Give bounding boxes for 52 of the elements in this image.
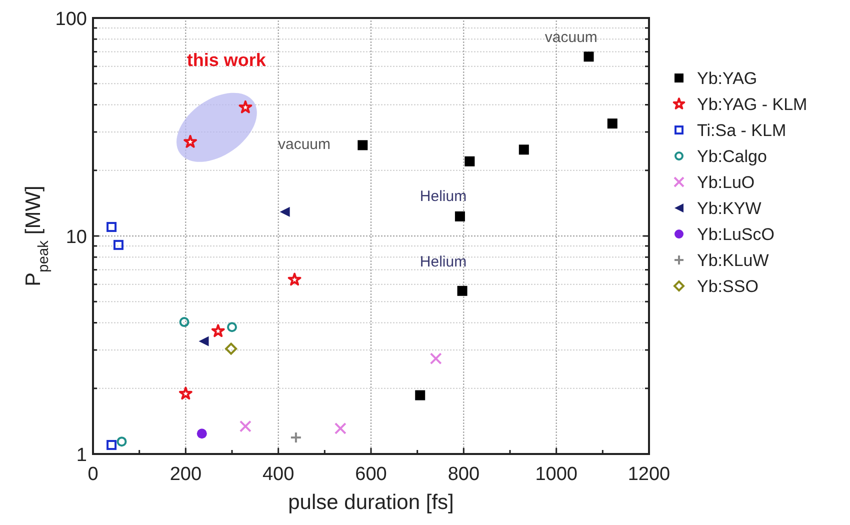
legend-label: Ti:Sa - KLM [697,121,786,140]
y-tick-label: 1 [76,445,87,466]
x-axis-title: pulse duration [fs] [288,491,454,514]
point [518,144,529,155]
annotation: Helium [420,254,467,271]
point [584,52,594,62]
point [184,134,198,148]
point [179,317,190,328]
y-tick-label: 100 [55,9,87,30]
point [238,100,252,114]
legend-label: Yb:YAG [697,69,758,88]
point [239,420,252,432]
legend-label: Yb:KYW [697,199,762,218]
point [334,422,346,434]
point [430,352,442,365]
legend-label: Yb:LuScO [697,225,774,244]
annotation: vacuum [278,136,331,153]
point [116,436,127,447]
point [280,206,290,217]
point [225,342,238,355]
y-tick-label: 10 [66,227,87,248]
point [227,322,237,332]
point [106,440,117,450]
legend-label: Yb:Calgo [697,147,767,166]
point [178,386,192,400]
legend-label: Yb:KLuW [697,251,769,270]
point [415,390,426,400]
point [106,222,117,232]
point [358,140,368,150]
x-tick-label: 1000 [535,464,578,485]
point [464,156,475,166]
x-tick-label: 0 [88,464,98,485]
x-tick-label: 1200 [628,464,670,485]
annotation: Helium [420,188,467,206]
point [113,240,124,250]
legend-label: Yb:YAG - KLM [697,95,808,114]
point [607,118,618,129]
point [457,286,468,296]
point [288,272,302,286]
x-tick-label: 200 [170,464,202,485]
point [196,428,207,439]
point [290,432,302,444]
point [211,324,225,338]
point [198,336,209,346]
x-tick-label: 600 [355,464,387,485]
x-tick-label: 400 [262,464,294,485]
legend-label: Yb:SSO [697,277,758,296]
point [454,211,465,222]
annotation: vacuum [544,28,598,46]
x-tick-label: 800 [448,464,480,485]
annotation: this work [186,50,267,70]
legend-label: Yb:LuO [697,173,755,192]
